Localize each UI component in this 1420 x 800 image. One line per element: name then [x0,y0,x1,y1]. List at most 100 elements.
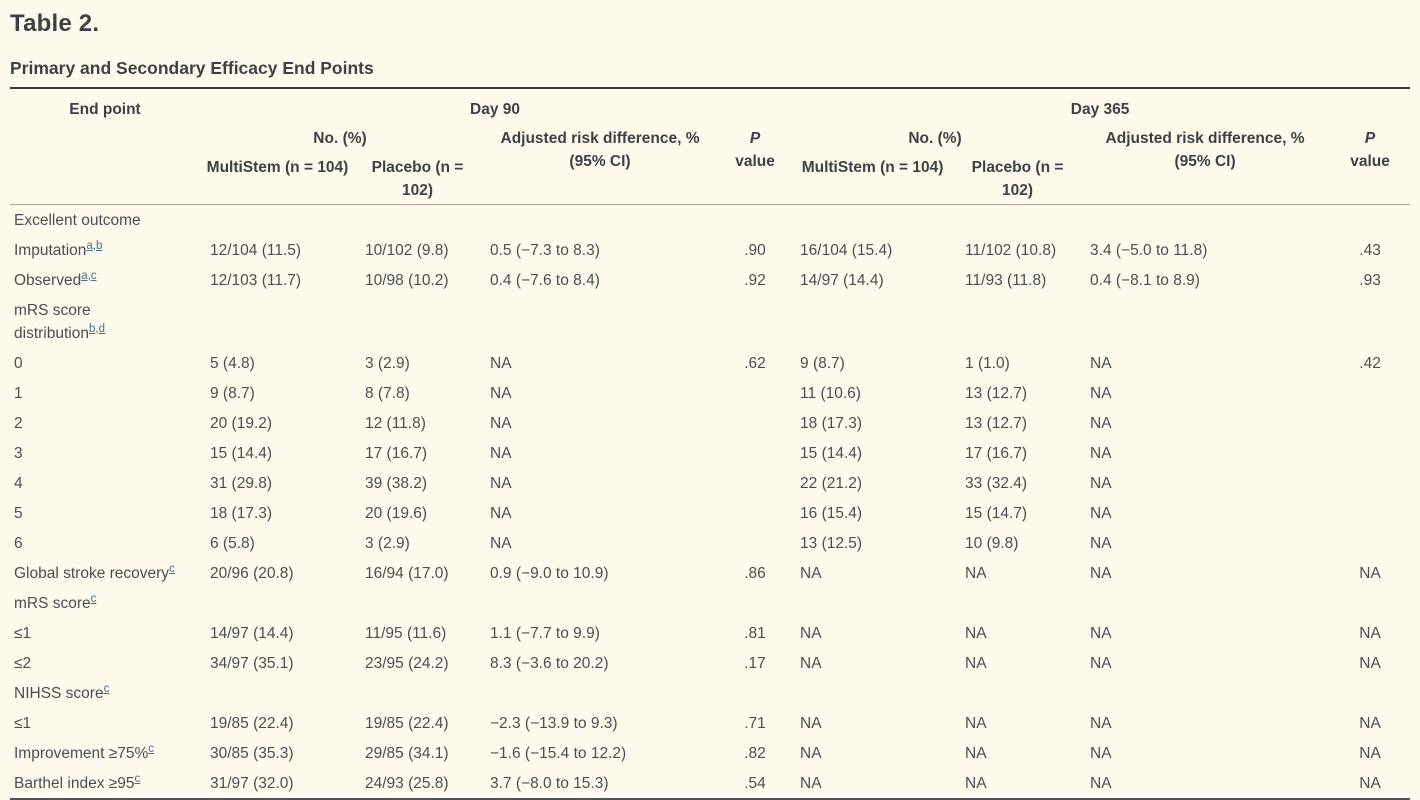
day90-placebo-cell: 29/85 (34.1) [365,745,449,762]
day90-riskdiff-cell: −1.6 (−15.4 to 12.2) [490,745,627,762]
day365-multistem-cell [790,588,955,618]
day365-multistem-cell: NA [800,775,822,792]
day90-riskdiff-cell [480,588,720,618]
day365-placebo-cell: NA [965,775,987,792]
footnote-link-c[interactable]: c [90,269,97,282]
endpoint-cell: Observeda,c [14,269,97,289]
day90-pvalue-cell: .92 [744,272,766,289]
day90-multistem-cell: 34/97 (35.1) [210,655,294,672]
table-row: ≤1 19/85 (22.4) 19/85 (22.4) −2.3 (−13.9 to… [10,708,1410,738]
day90-placebo-cell: 20 (19.6) [365,505,428,522]
day90-pvalue-cell [720,438,790,468]
day365-riskdiff-cell: NA [1090,445,1112,462]
endpoint-cell: NIHSS scorec [14,682,110,702]
table-row: 6 6 (5.8) 3 (2.9) NA 13 (12.5) 10 (9.8) NA [10,528,1410,558]
table-row: 3 15 (14.4) 17 (16.7) NA 15 (14.4) 17 (16.7) N… [10,438,1410,468]
day90-multistem-cell [200,205,355,236]
day90-pvalue-cell: .62 [744,355,766,372]
day365-riskdiff-cell [1080,678,1330,708]
footnote-link-d[interactable]: d [98,322,105,335]
day365-group-header: Day 365 [1070,101,1130,118]
day365-pvalue-cell: NA [1359,625,1381,642]
day365-pvalue-cell: NA [1359,745,1381,762]
table-row: mRS score distributionb,d [10,295,1410,348]
endpoint-column-header: End point [69,101,141,118]
day365-multistem-cell: 13 (12.5) [800,535,863,552]
table-row: Global stroke recoveryc 20/96 (20.8) 16/94… [10,558,1410,588]
day90-multistem-cell: 6 (5.8) [210,535,255,552]
day365-placebo-cell: NA [965,715,987,732]
day90-pvalue-cell [720,498,790,528]
day90-no-pct-header: No. (%) [313,130,367,147]
day365-placebo-cell: 33 (32.4) [965,475,1028,492]
table-header: End point Day 90 Day 365 No. (%) Adjuste… [10,88,1410,205]
day365-riskdiff-cell [1080,295,1330,348]
day90-riskdiff-cell: 3.7 (−8.0 to 15.3) [490,775,609,792]
footnote-separator: , [87,269,91,282]
day365-riskdiff-cell: NA [1090,355,1112,372]
endpoint-cell: ≤1 [14,625,32,642]
day365-riskdiff-cell: 3.4 (−5.0 to 11.8) [1090,242,1208,259]
table-subtitle: Primary and Secondary Efficacy End Point… [10,58,374,78]
day365-pvalue-cell: NA [1359,775,1381,792]
endpoint-cell: 4 [14,475,23,492]
day90-multistem-cell: 14/97 (14.4) [210,625,294,642]
footnote-link-c[interactable]: c [90,592,97,605]
day365-placebo-cell: NA [965,655,987,672]
footnote-link-c[interactable]: c [169,562,175,575]
day365-pvalue-cell [1330,205,1410,236]
day365-multistem-header: MultiStem (n = 104) [801,159,944,176]
table-row: Imputationa,b 12/104 (11.5) 10/102 (9.8) 0.… [10,235,1410,265]
table-row: Excellent outcome [10,205,1410,236]
day365-riskdiff-cell: NA [1090,715,1112,732]
day90-pvalue-cell [720,678,790,708]
day365-placebo-cell [955,678,1080,708]
footnote-link-a[interactable]: a [86,239,93,252]
day90-multistem-cell: 9 (8.7) [210,385,255,402]
endpoint-cell: 6 [14,535,23,552]
day365-pvalue-cell [1330,468,1410,498]
day365-placebo-cell: 10 (9.8) [965,535,1019,552]
footnote-link-c[interactable]: c [148,742,155,755]
day365-pvalue-cell [1330,528,1410,558]
day90-riskdiff-cell: NA [490,415,512,432]
day365-multistem-cell [790,678,955,708]
footnote-link-a[interactable]: a [81,269,88,282]
footnote-link-b[interactable]: b [88,322,96,335]
day365-placebo-cell: NA [965,745,987,762]
day90-placebo-header: Placebo (n = 102) [371,159,464,199]
table-row: 4 31 (29.8) 39 (38.2) NA 22 (21.2) 33 (32.4) N… [10,468,1410,498]
footnote-link-c[interactable]: c [134,772,141,785]
day90-placebo-cell [355,588,480,618]
table-row: mRS scorec [10,588,1410,618]
day365-pvalue-cell [1330,678,1410,708]
endpoint-cell: mRS score distributionb,d [14,302,105,342]
day365-placebo-cell: NA [965,565,987,582]
footnote-link-b[interactable]: b [96,239,103,252]
endpoint-cell: Imputationa,b [14,239,103,259]
day90-multistem-cell: 30/85 (35.3) [210,745,294,762]
day365-pvalue-cell [1330,438,1410,468]
day90-multistem-cell: 18 (17.3) [210,505,273,522]
day90-placebo-cell: 24/93 (25.8) [365,775,449,792]
day365-placebo-cell: 13 (12.7) [965,385,1028,402]
day90-placebo-cell [355,205,480,236]
footnote-link-c[interactable]: c [103,682,110,695]
endpoint-cell: 0 [14,355,23,372]
footnote-links: a,c [81,270,96,282]
day365-placebo-cell: NA [965,625,987,642]
day90-placebo-cell: 10/102 (9.8) [365,242,449,259]
footnote-links: c [135,773,141,785]
day90-multistem-cell: 31/97 (32.0) [210,775,294,792]
day90-placebo-cell: 19/85 (22.4) [365,715,449,732]
day90-pvalue-cell: .71 [744,715,766,732]
day90-pvalue-cell: .82 [744,745,766,762]
day365-no-pct-header: No. (%) [908,130,962,147]
footnote-separator: , [92,239,96,252]
day90-riskdiff-cell: NA [490,535,512,552]
day365-pvalue-cell: NA [1359,655,1381,672]
day365-riskdiff-cell: 0.4 (−8.1 to 8.9) [1090,272,1200,289]
day90-pvalue-cell: .90 [744,242,766,259]
table-row: ≤2 34/97 (35.1) 23/95 (24.2) 8.3 (−3.6 to 2… [10,648,1410,678]
day90-pvalue-cell [720,468,790,498]
